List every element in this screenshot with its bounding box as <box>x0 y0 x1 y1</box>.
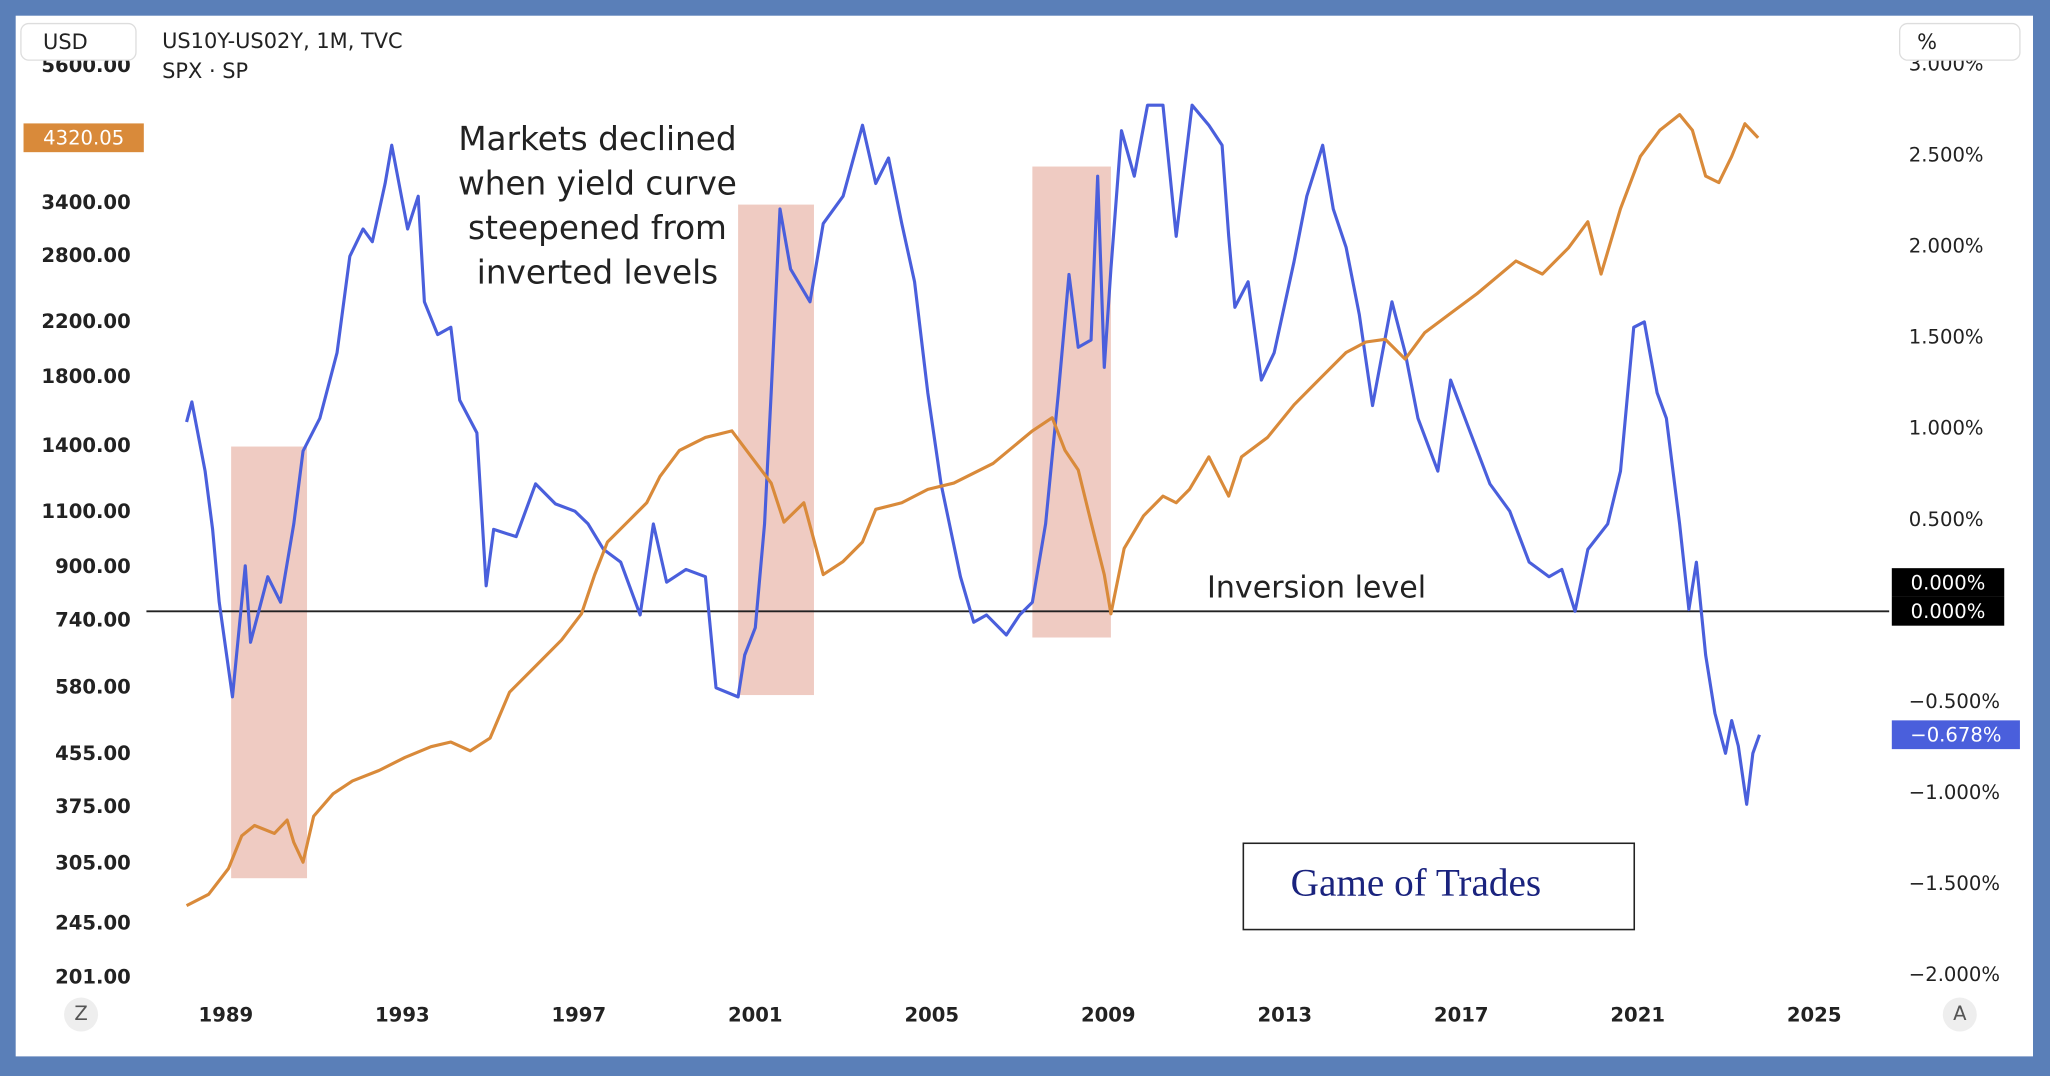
scale-button-label: Z <box>74 1002 87 1025</box>
y-tick-label: 2800.00 <box>41 244 130 267</box>
annotation-line: steepened from <box>468 209 727 247</box>
y-tick-label: 1100.00 <box>41 500 130 523</box>
y-tick-label: 201.00 <box>55 966 131 989</box>
y2-tick-label: 1.000% <box>1909 417 1984 440</box>
y2-tick-label: 0.500% <box>1909 508 1984 531</box>
x-tick-label: 2001 <box>728 1003 783 1026</box>
plot: 201.00 245.00 305.00 375.00 455.00 580.00 740.… <box>41 53 2000 1027</box>
scale-button[interactable] <box>64 997 99 1032</box>
level-box <box>1891 596 2005 626</box>
symbol: US10Y-US02Y, 1M, TVC <box>162 29 403 53</box>
unit-box[interactable] <box>1898 22 2021 61</box>
x-tick-label: 1989 <box>199 1003 254 1026</box>
x-tick-label: 2021 <box>1610 1003 1665 1026</box>
y2-tick-label: −0.500% <box>1909 690 2000 713</box>
watermark: Game of Trades <box>1291 861 1542 904</box>
y-tick-label: 900.00 <box>55 555 131 578</box>
series-line <box>185 103 1761 806</box>
symbol-2: SPX · SP <box>162 59 248 83</box>
y2-tick-label: −1.000% <box>1909 781 2000 804</box>
level-label: 0.000% <box>1911 571 1986 594</box>
y2-tick-label: −1.500% <box>1909 872 2000 895</box>
x-tick-label: 2017 <box>1434 1003 1489 1026</box>
x-tick-label: 2013 <box>1257 1003 1312 1026</box>
annotation-line: inverted levels <box>477 254 718 292</box>
y-tick-label: 375.00 <box>55 795 131 818</box>
x-tick-label: 2005 <box>904 1003 959 1026</box>
x-tick-label: 2009 <box>1081 1003 1136 1026</box>
x-tick-label: 2025 <box>1787 1003 1842 1026</box>
y-tick-label: 1400.00 <box>41 434 130 457</box>
y-tick-label: 740.00 <box>55 609 131 632</box>
x-tick-label: 1993 <box>375 1003 430 1026</box>
last-value-box <box>23 123 144 153</box>
reference-label: Inversion level <box>1207 571 1426 606</box>
x-tick-label: 1997 <box>552 1003 607 1026</box>
left-unit: USD <box>43 30 88 54</box>
annotation: Markets declined when yield curve steepe… <box>458 120 737 291</box>
header-strip <box>18 17 2030 58</box>
chart-panel <box>15 15 2034 1057</box>
y-tick-label: 455.00 <box>55 742 131 765</box>
y2-tick-label: −2.000% <box>1909 963 2000 986</box>
auto-button[interactable] <box>1942 997 1977 1032</box>
y-tick-label: 580.00 <box>55 675 131 698</box>
y-tick-label: 2200.00 <box>41 310 130 333</box>
unit-box[interactable] <box>20 22 137 61</box>
y2-tick-label: 1.500% <box>1909 326 1984 349</box>
level-box <box>1891 568 2005 597</box>
y2-tick-label: 2.500% <box>1909 144 1984 167</box>
annotation-line: when yield curve <box>458 165 737 203</box>
shaded-period <box>1032 166 1111 638</box>
last-value-box <box>1891 720 2020 750</box>
last-value-label: 4320.05 <box>43 127 124 150</box>
y-tick-label: 3400.00 <box>41 191 130 214</box>
watermark-box <box>1242 842 1636 931</box>
last-value-label: −0.678% <box>1910 724 2001 747</box>
auto-button-label: A <box>1953 1002 1967 1025</box>
series-line <box>185 113 1760 907</box>
right-unit: % <box>1917 30 1937 54</box>
y2-tick-label: 2.000% <box>1909 235 1984 258</box>
y-tick-label: 245.00 <box>55 911 131 934</box>
annotation-line: Markets declined <box>458 120 736 158</box>
level-label: 0.000% <box>1911 600 1986 623</box>
y-tick-label: 1800.00 <box>41 365 130 388</box>
y-tick-label: 305.00 <box>55 851 131 874</box>
